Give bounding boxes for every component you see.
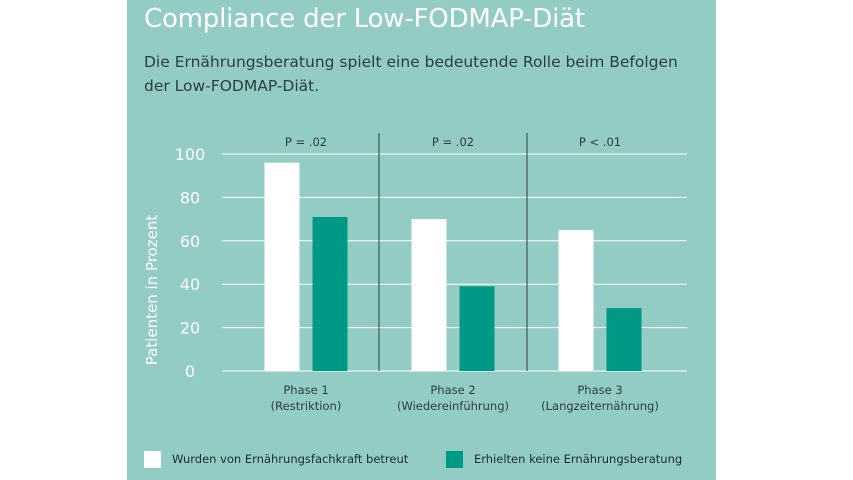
y-tick-label-40: 40	[180, 275, 200, 294]
bar-1-phase-1	[264, 162, 300, 371]
x-tick-sublabel-phase-3: (Langzeiternährung)	[541, 399, 659, 413]
y-tick-label-100: 100	[175, 145, 206, 164]
bar-2-phase-2	[459, 286, 495, 371]
y-tick-label-0: 0	[185, 362, 195, 381]
legend-label-series-2: Erhielten keine Ernährungsberatung	[474, 452, 683, 466]
bar-2-phase-3	[606, 308, 642, 371]
x-tick-label-phase-2: Phase 2	[430, 383, 475, 397]
y-tick-label-80: 80	[180, 188, 200, 207]
chart-title: Compliance der Low-FODMAP-Diät	[144, 4, 585, 34]
y-tick-label-20: 20	[180, 319, 200, 338]
legend-label-series-1: Wurden von Ernährungsfachkraft betreut	[172, 452, 409, 466]
bar-1-phase-2	[411, 219, 447, 371]
p-value-phase-3: P < .01	[579, 135, 621, 149]
p-value-phase-1: P = .02	[285, 135, 327, 149]
legend-swatch-series-2	[446, 451, 463, 468]
x-tick-label-phase-1: Phase 1	[283, 383, 328, 397]
y-tick-label-60: 60	[180, 232, 200, 251]
y-axis-label: Patienten in Prozent	[143, 215, 161, 366]
x-tick-label-phase-3: Phase 3	[577, 383, 622, 397]
x-tick-sublabel-phase-2: (Wiedereinführung)	[397, 399, 509, 413]
x-tick-sublabel-phase-1: (Restriktion)	[271, 399, 342, 413]
bar-2-phase-1	[312, 216, 348, 371]
bar-1-phase-3	[558, 229, 594, 371]
chart-subtitle: Die Ernährungsberatung spielt eine bedeu…	[144, 53, 678, 95]
legend-swatch-series-1	[144, 451, 161, 468]
p-value-phase-2: P = .02	[432, 135, 474, 149]
